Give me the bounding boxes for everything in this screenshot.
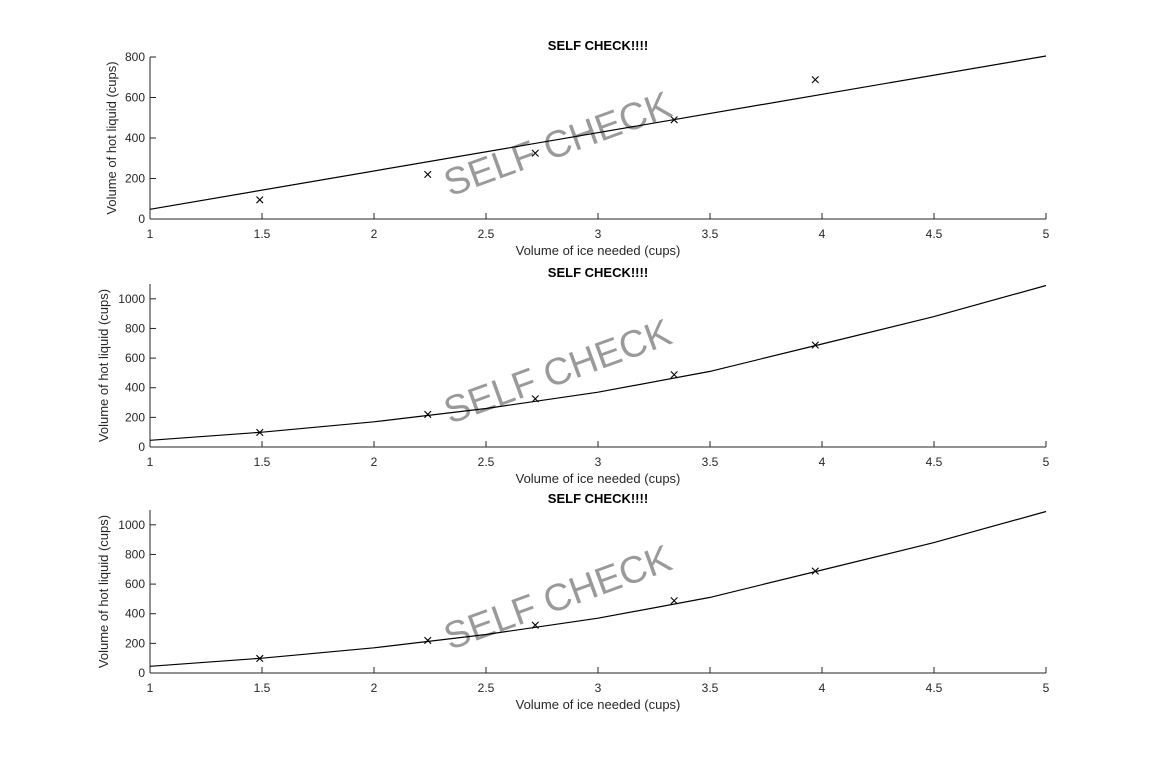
x-tick-label: 2.5 xyxy=(478,227,495,241)
x-axis-label: Volume of ice needed (cups) xyxy=(516,697,681,712)
x-tick-label: 4.5 xyxy=(926,681,943,695)
chart-panel-1: SELF CHECK 1 1.5 2 2.5 3 3.5 4 4.5 5 0 200 400 600 800… xyxy=(104,38,1050,258)
x-tick-label: 2.5 xyxy=(478,455,495,469)
y-tick-label: 1000 xyxy=(118,518,145,532)
y-tick-label: 200 xyxy=(125,172,145,186)
fit-curve xyxy=(149,55,1047,210)
y-tick-label: 200 xyxy=(125,636,145,650)
y-tick-label: 800 xyxy=(125,50,145,64)
x-tick-label: 1.5 xyxy=(254,455,271,469)
y-tick-label: 600 xyxy=(125,351,145,365)
y-tick-label: 600 xyxy=(125,91,145,105)
x-tick-label: 2 xyxy=(371,227,378,241)
chart-panel-2: SELF CHECK 1 1.5 2 2.5 3 3.5 4 4.5 5 0 200 400 600 800… xyxy=(96,265,1050,486)
x-tick-label: 4.5 xyxy=(926,227,943,241)
chart-title: SELF CHECK!!!! xyxy=(548,491,648,506)
data-point-marker xyxy=(531,149,539,157)
y-tick-label: 0 xyxy=(138,212,145,226)
x-tick-label: 4 xyxy=(819,455,826,469)
data-point-marker xyxy=(424,636,432,645)
x-tick-label: 1 xyxy=(147,227,154,241)
y-tick-label: 800 xyxy=(125,321,145,335)
x-tick-label: 3.5 xyxy=(702,455,719,469)
y-tick-label: 200 xyxy=(125,410,145,424)
y-axis-label: Volume of hot liquid (cups) xyxy=(104,61,119,214)
data-point-marker xyxy=(256,196,264,204)
x-tick-label: 1.5 xyxy=(254,227,271,241)
chart-title: SELF CHECK!!!! xyxy=(548,38,648,53)
x-tick-label: 2 xyxy=(371,681,378,695)
x-tick-label: 5 xyxy=(1043,681,1050,695)
data-point-marker xyxy=(670,596,678,605)
chart-panel-3: SELF CHECK 1 1.5 2 2.5 3 3.5 4 4.5 5 0 200 400 600 800… xyxy=(96,491,1050,712)
x-axis-label: Volume of ice needed (cups) xyxy=(516,471,681,486)
y-tick-label: 800 xyxy=(125,547,145,561)
watermark: SELF CHECK xyxy=(439,312,678,433)
watermark: SELF CHECK xyxy=(439,538,678,659)
x-tick-label: 3 xyxy=(595,455,602,469)
x-tick-label: 2 xyxy=(371,455,378,469)
data-point-marker xyxy=(811,75,819,84)
x-tick-label: 1.5 xyxy=(254,681,271,695)
y-tick-label: 0 xyxy=(138,440,145,454)
fit-curve xyxy=(149,284,1047,441)
x-tick-label: 4 xyxy=(819,681,826,695)
x-tick-label: 3 xyxy=(595,227,602,241)
y-tick-label: 400 xyxy=(125,131,145,145)
x-axis-label: Volume of ice needed (cups) xyxy=(516,243,681,258)
y-axis-label: Volume of hot liquid (cups) xyxy=(96,515,111,668)
x-tick-label: 1 xyxy=(147,681,154,695)
x-tick-label: 2.5 xyxy=(478,681,495,695)
data-point-marker xyxy=(670,370,678,379)
x-tick-label: 4 xyxy=(819,227,826,241)
x-tick-label: 1 xyxy=(147,455,154,469)
x-tick-label: 3.5 xyxy=(702,227,719,241)
chart-title: SELF CHECK!!!! xyxy=(548,265,648,280)
x-tick-label: 4.5 xyxy=(926,455,943,469)
y-axis-label: Volume of hot liquid (cups) xyxy=(96,289,111,442)
data-point-marker xyxy=(424,410,432,419)
x-tick-label: 5 xyxy=(1043,455,1050,469)
y-tick-label: 0 xyxy=(138,666,145,680)
fit-curve xyxy=(149,510,1047,667)
y-tick-label: 600 xyxy=(125,577,145,591)
y-tick-label: 400 xyxy=(125,607,145,621)
data-point-marker xyxy=(424,170,432,179)
watermark: SELF CHECK xyxy=(439,84,678,205)
x-tick-label: 3.5 xyxy=(702,681,719,695)
x-tick-label: 3 xyxy=(595,681,602,695)
y-tick-label: 400 xyxy=(125,381,145,395)
y-tick-label: 1000 xyxy=(118,292,145,306)
x-tick-label: 5 xyxy=(1043,227,1050,241)
